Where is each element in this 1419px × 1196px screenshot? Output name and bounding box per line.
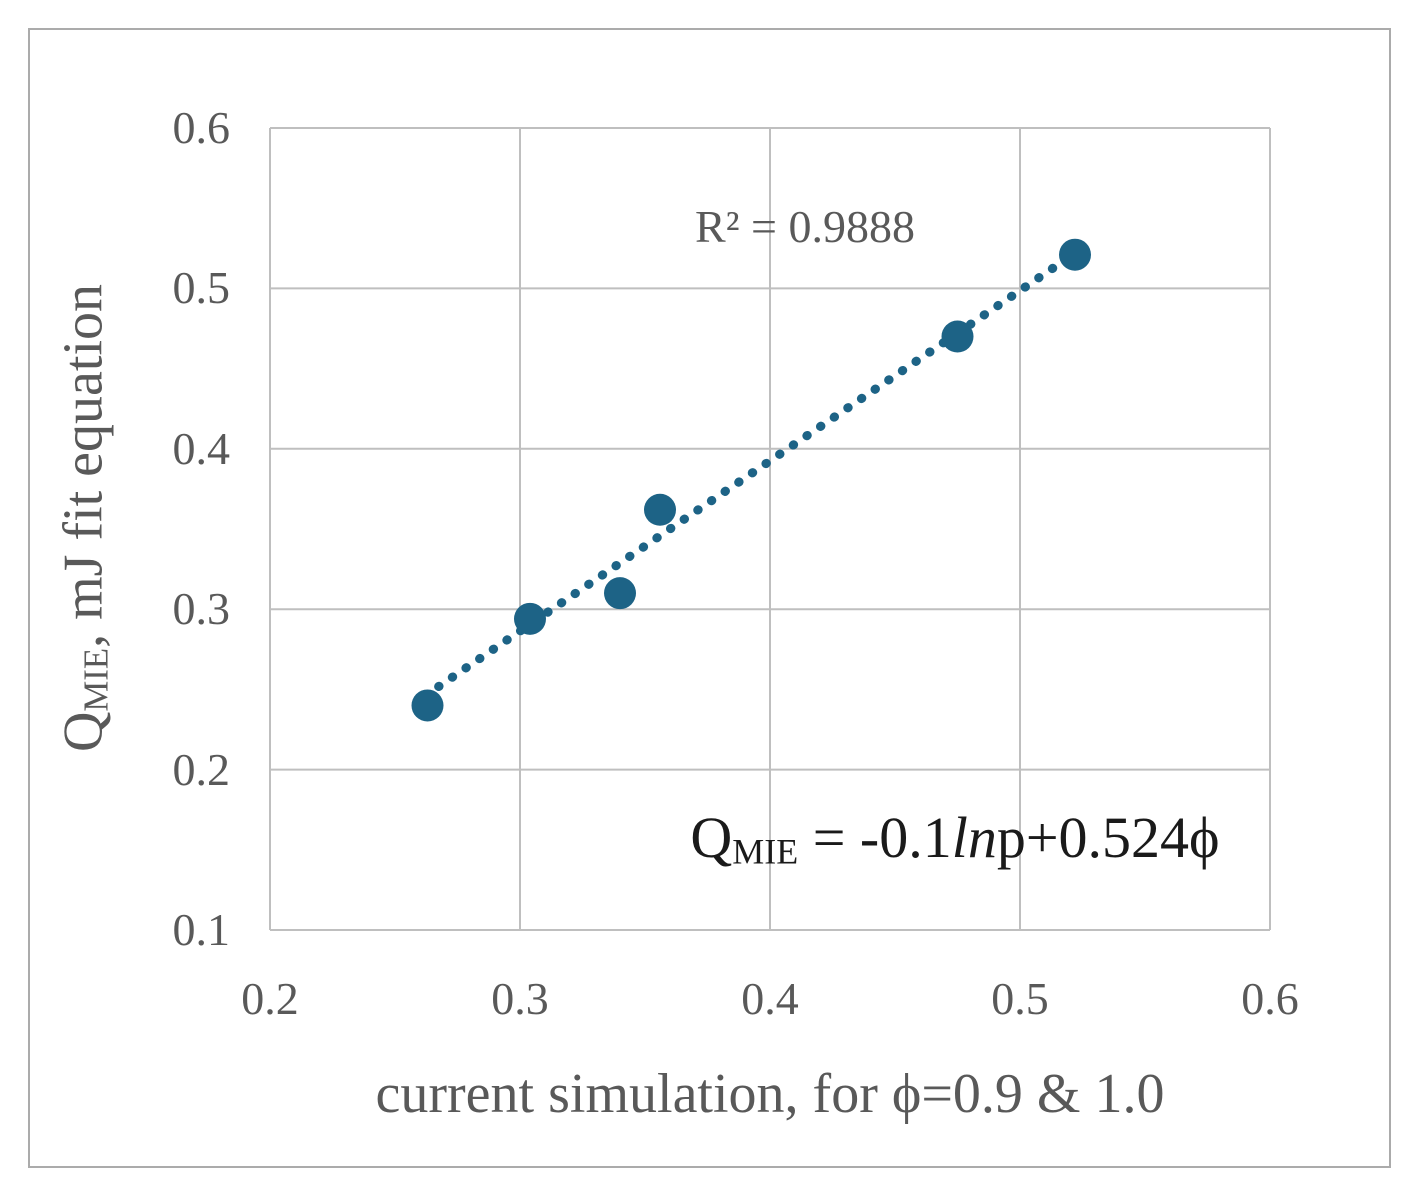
data-point	[1059, 238, 1091, 271]
r-squared-annotation: R² = 0.9888	[695, 201, 915, 252]
figure-border	[28, 28, 1391, 1168]
y-tick-label: 0.6	[172, 102, 231, 153]
data-point	[604, 577, 636, 610]
data-point	[941, 320, 974, 353]
equation-ln: ln	[951, 805, 997, 870]
x-tick-label: 0.4	[741, 973, 799, 1024]
x-axis-title: current simulation, for ϕ=0.9 & 1.0	[375, 1063, 1165, 1125]
equation-rest: p+0.524ϕ	[996, 805, 1220, 870]
data-point	[644, 493, 676, 526]
equation-subscript: MIE	[732, 831, 799, 872]
x-tick-label: 0.2	[241, 973, 299, 1024]
x-tick-label: 0.3	[491, 973, 549, 1024]
equation-symbol: Q	[690, 805, 733, 870]
y-axis-title-text: , mJ fit equation	[52, 283, 115, 648]
equation-annotation: QMIE = -0.1lnp+0.524ϕ	[615, 804, 1295, 872]
y-tick-label: 0.4	[172, 422, 231, 474]
data-point	[411, 689, 444, 722]
y-axis-title-symbol: Q	[52, 711, 115, 753]
data-point	[514, 602, 546, 635]
y-tick-label: 0.3	[172, 583, 231, 635]
y-tick-label: 0.5	[172, 262, 231, 314]
equation-mid: = -0.1	[798, 805, 952, 870]
y-axis-title-subscript: MIE	[76, 647, 116, 712]
plot-canvas	[269, 127, 1271, 931]
y-tick-label: 0.1	[172, 904, 231, 955]
y-axis-title: QMIE, mJ fit equation	[51, 284, 116, 752]
x-tick-label: 0.6	[1241, 973, 1299, 1024]
y-tick-label: 0.2	[172, 743, 231, 795]
x-tick-label: 0.5	[991, 973, 1049, 1024]
plot-area	[269, 127, 1271, 931]
